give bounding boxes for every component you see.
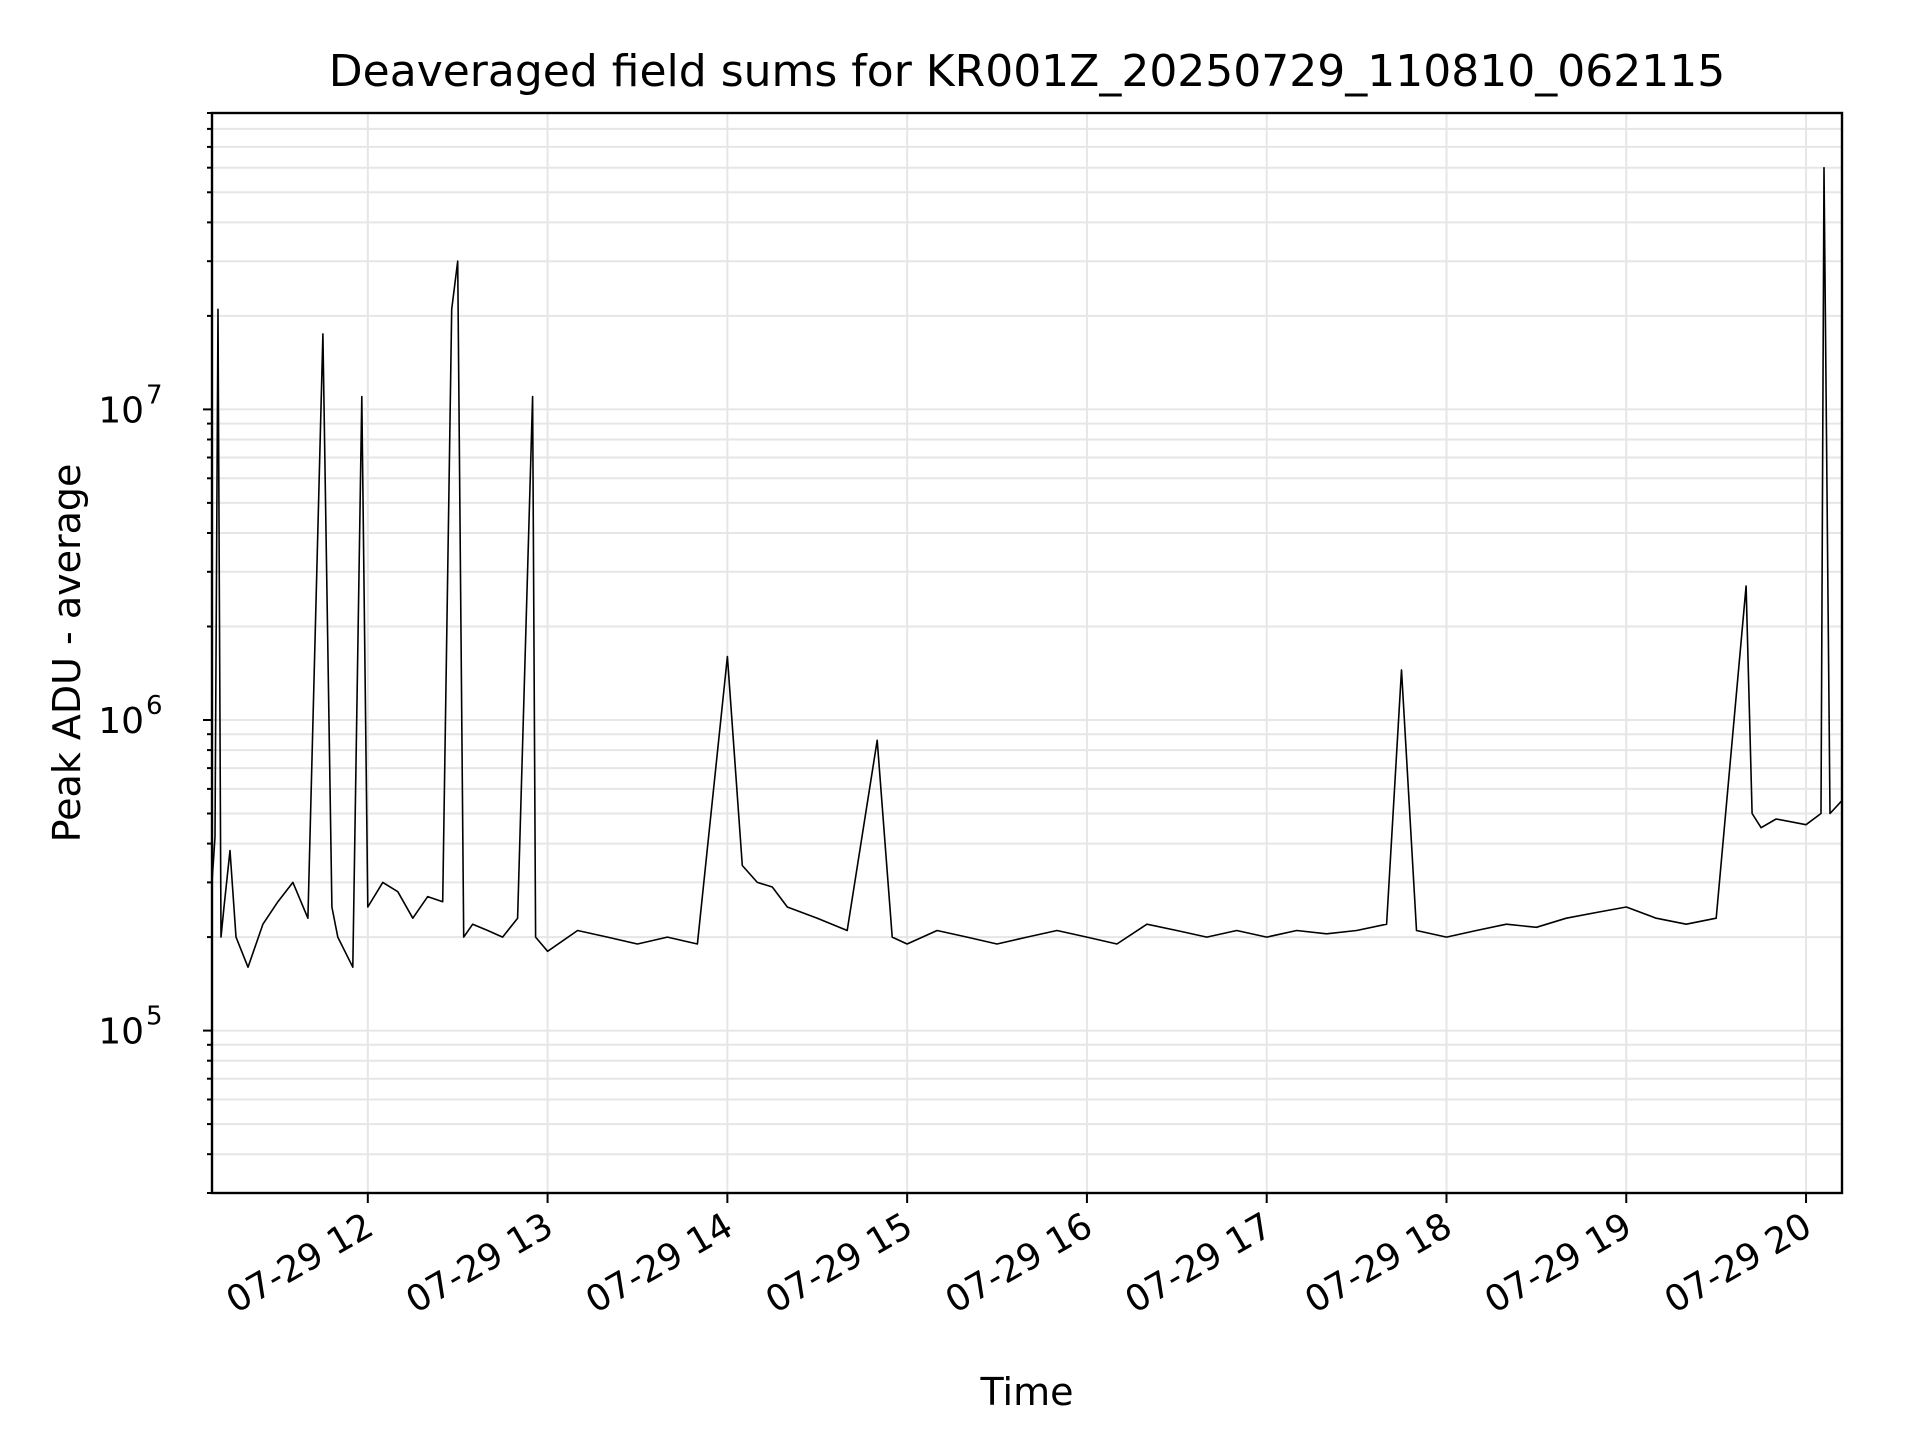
chart-title: Deaveraged field sums for KR001Z_2025072…	[329, 46, 1725, 97]
y-axis-label: Peak ADU - average	[45, 464, 89, 843]
data-series	[211, 166, 1843, 968]
series-line	[211, 166, 1843, 968]
y-tick-label: 10	[98, 701, 144, 742]
grid	[212, 112, 1842, 1194]
plot-frame	[210, 111, 1844, 1195]
y-tick-label-exponent: 7	[146, 380, 163, 410]
y-tick-label: 10	[98, 1012, 144, 1053]
x-axis-label: Time	[980, 1370, 1074, 1414]
y-tick-label-exponent: 6	[146, 691, 163, 721]
y-tick-label-exponent: 5	[146, 1002, 163, 1032]
y-tick-label: 10	[98, 390, 144, 431]
